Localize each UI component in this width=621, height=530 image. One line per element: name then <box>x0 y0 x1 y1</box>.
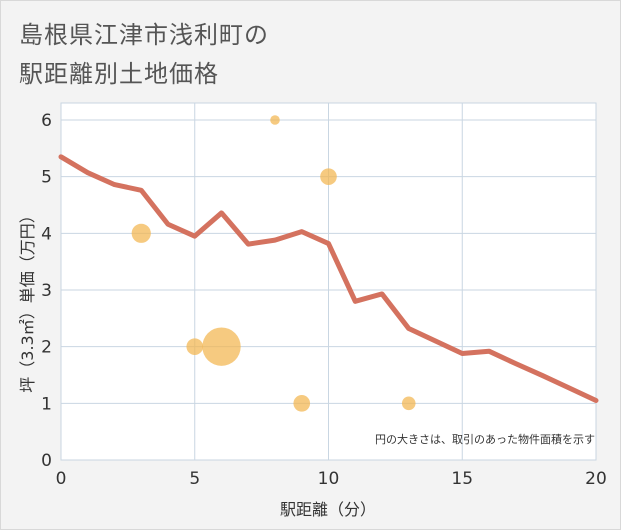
y-tick-label: 2 <box>41 338 52 358</box>
bubble-point <box>202 327 241 366</box>
bubble-series <box>131 115 416 412</box>
y-tick-label: 5 <box>41 168 52 188</box>
bubble-point <box>270 115 280 125</box>
y-tick-label: 1 <box>41 394 52 414</box>
chart-title-line-2: 駅距離別土地価格 <box>19 60 219 88</box>
x-tick-label: 10 <box>318 469 340 489</box>
price-line <box>58 154 599 403</box>
x-tick-label: 0 <box>56 469 67 489</box>
grid <box>60 102 597 461</box>
price-line-series <box>58 154 599 403</box>
x-tick-label: 5 <box>189 469 200 489</box>
y-tick-label: 3 <box>41 281 52 301</box>
y-tick-labels: 0 1 2 3 4 5 6 <box>41 111 52 471</box>
x-axis-title: 駅距離（分） <box>280 500 376 519</box>
bubble-point <box>186 338 204 355</box>
bubble-point <box>320 168 337 185</box>
x-tick-label: 20 <box>585 469 607 489</box>
bubble-point <box>293 395 311 412</box>
bubble-size-note: 円の大きさは、取引のあった物件面積を示す <box>375 432 595 446</box>
y-tick-label: 0 <box>41 451 52 471</box>
y-axis-title: 坪（3.3㎡）単価（万円） <box>18 207 37 392</box>
plot-border <box>60 102 597 461</box>
y-tick-label: 4 <box>41 224 52 244</box>
x-tick-label: 15 <box>451 469 473 489</box>
y-tick-label: 6 <box>41 111 52 131</box>
bubble-point <box>131 223 151 243</box>
chart-title-line-1: 島根県江津市浅利町の <box>19 21 269 49</box>
bubble-point <box>401 396 416 411</box>
x-tick-labels: 0 5 10 15 20 <box>56 469 607 489</box>
